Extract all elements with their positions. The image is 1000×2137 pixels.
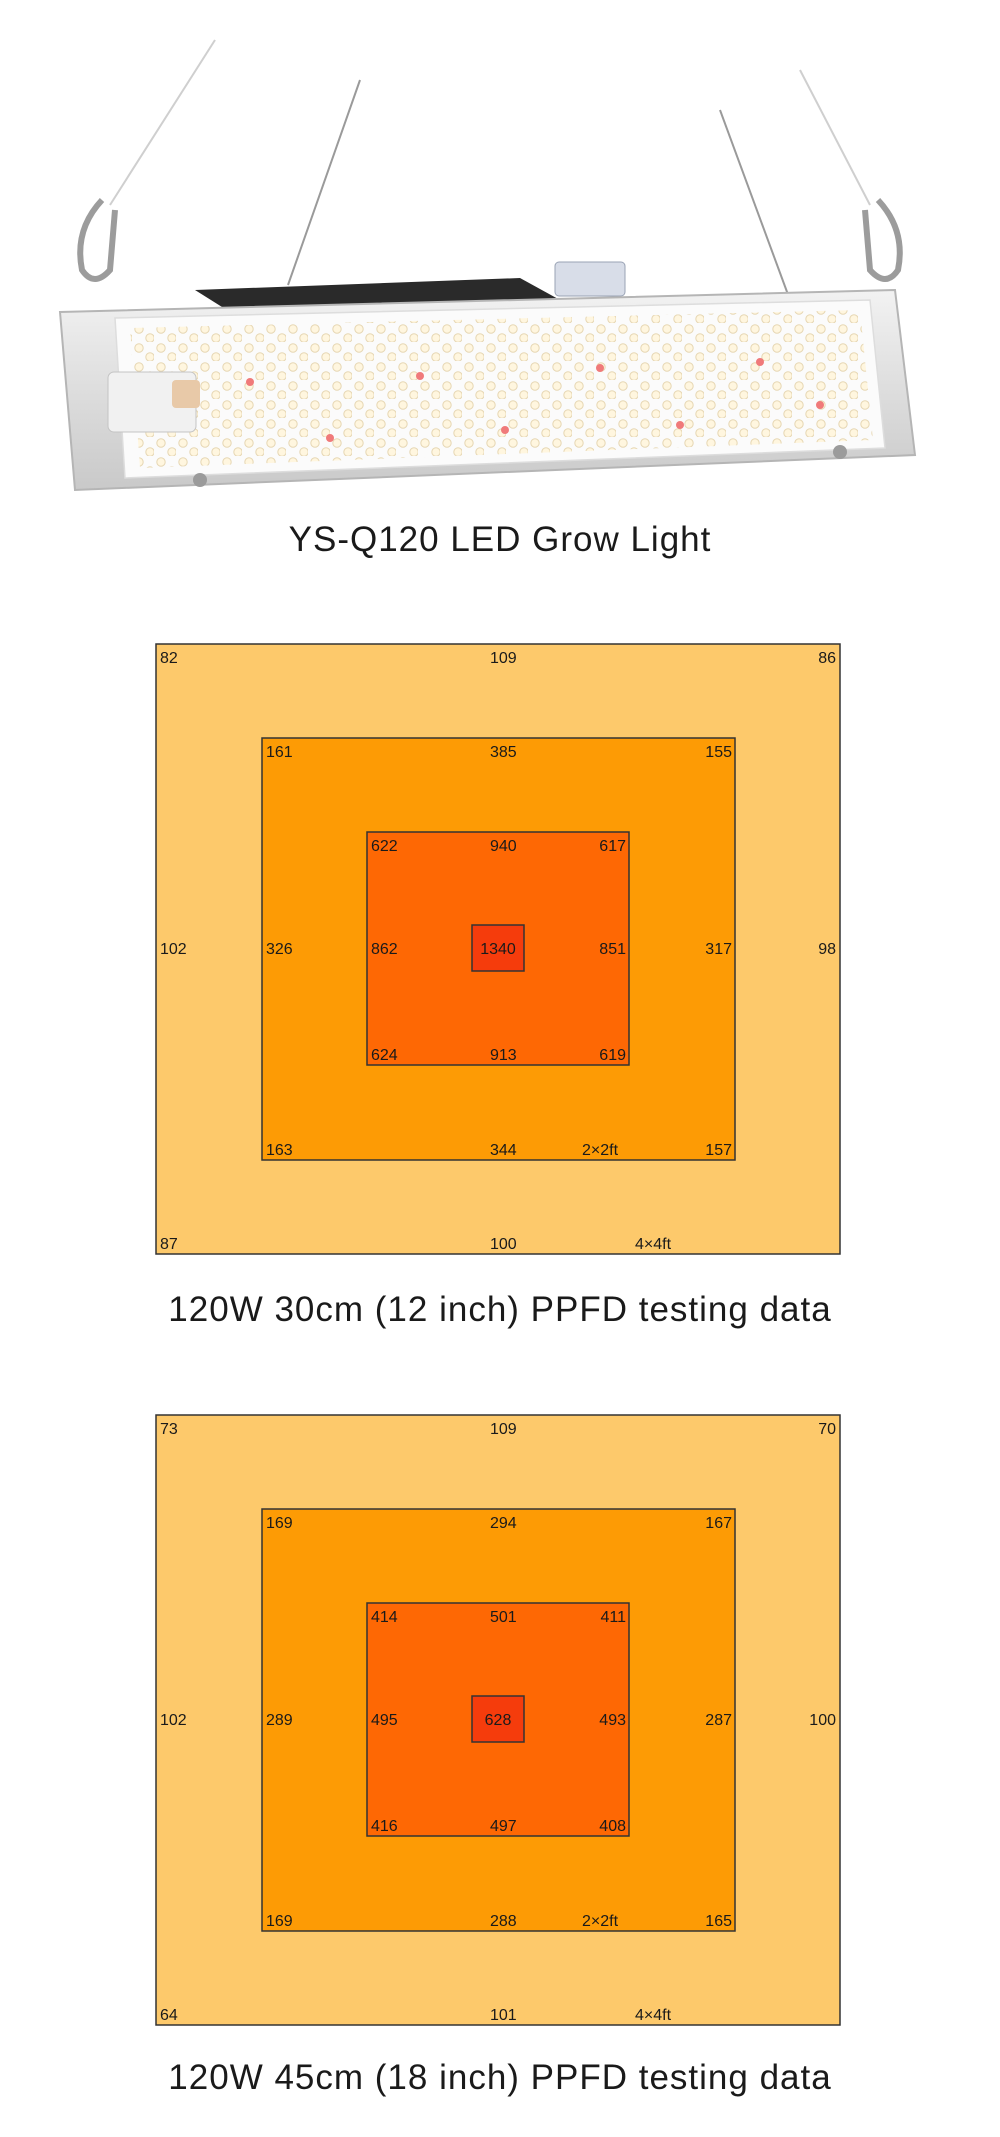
inner-top-center-value: 501 [490,1609,517,1626]
outer-bottom-center-value: 101 [490,2007,517,2024]
zone-center [471,1695,525,1743]
outer-bottom-left-value: 64 [160,2007,178,2024]
outer-size-label: 4×4ft [635,2007,672,2024]
outer-top-left-value: 82 [160,650,178,667]
outer-top-center-value: 109 [490,650,517,667]
ppfd-diagram-45cm: 73 109 70 102 100 64 101 4×4ft 169 294 1… [155,1414,841,2026]
middle-top-left-value: 161 [266,744,293,761]
middle-top-center-value: 294 [490,1515,517,1532]
outer-top-right-value: 70 [818,1421,836,1438]
middle-size-label: 2×2ft [582,1142,619,1159]
outer-mid-left-value: 102 [160,1712,187,1729]
middle-mid-left-value: 326 [266,941,293,958]
outer-mid-right-value: 98 [818,941,836,958]
outer-top-left-value: 73 [160,1421,178,1438]
outer-mid-left-value: 102 [160,941,187,958]
diagram-caption-45cm: 120W 45cm (18 inch) PPFD testing data [168,2058,832,2097]
middle-bottom-right-value: 157 [705,1142,732,1159]
outer-bottom-center-value: 100 [490,1236,517,1253]
product-caption: YS-Q120 LED Grow Light [288,520,712,559]
middle-top-left-value: 169 [266,1515,293,1532]
inner-bottom-center-value: 497 [490,1818,517,1835]
product-photo [0,0,1000,520]
diagram-caption-30cm: 120W 30cm (12 inch) PPFD testing data [168,1290,832,1329]
middle-top-center-value: 385 [490,744,517,761]
middle-bottom-left-value: 163 [266,1142,293,1159]
inner-top-left-value: 622 [371,838,398,855]
inner-mid-right-value: 851 [599,941,626,958]
middle-bottom-center-value: 288 [490,1913,517,1930]
middle-bottom-right-value: 165 [705,1913,732,1930]
middle-mid-right-value: 287 [705,1712,732,1729]
inner-top-center-value: 940 [490,838,517,855]
inner-bottom-left-value: 624 [371,1047,398,1064]
inner-bottom-right-value: 408 [599,1818,626,1835]
zone-center [471,924,525,972]
middle-top-right-value: 155 [705,744,732,761]
middle-mid-right-value: 317 [705,941,732,958]
inner-mid-right-value: 493 [599,1712,626,1729]
inner-top-right-value: 411 [600,1609,626,1626]
outer-top-center-value: 109 [490,1421,517,1438]
inner-mid-left-value: 862 [371,941,398,958]
inner-bottom-left-value: 416 [371,1818,398,1835]
middle-bottom-center-value: 344 [490,1142,517,1159]
inner-top-right-value: 617 [599,838,626,855]
inner-bottom-right-value: 619 [599,1047,626,1064]
inner-bottom-center-value: 913 [490,1047,517,1064]
ppfd-diagram-30cm: 82 109 86 102 98 87 100 4×4ft 161 385 15… [155,643,841,1255]
grow-light-illustration [58,39,917,492]
inner-top-left-value: 414 [371,1609,398,1626]
center-value: 1340 [480,941,516,958]
middle-size-label: 2×2ft [582,1913,619,1930]
outer-bottom-left-value: 87 [160,1236,178,1253]
center-value: 628 [485,1712,512,1729]
middle-bottom-left-value: 169 [266,1913,293,1930]
middle-mid-left-value: 289 [266,1712,293,1729]
outer-mid-right-value: 100 [809,1712,836,1729]
outer-size-label: 4×4ft [635,1236,672,1253]
inner-mid-left-value: 495 [371,1712,398,1729]
outer-top-right-value: 86 [818,650,836,667]
middle-top-right-value: 167 [705,1515,732,1532]
